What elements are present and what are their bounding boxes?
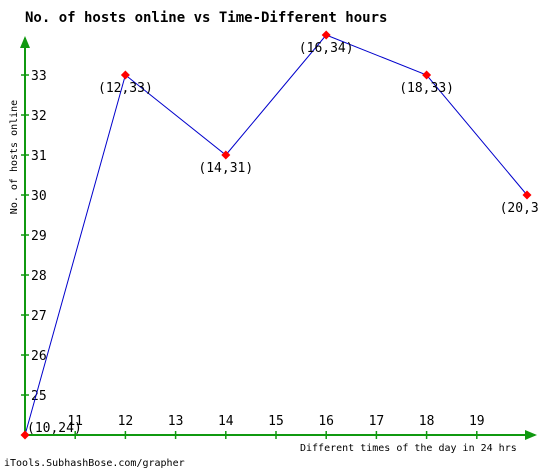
x-tick-label: 14 (218, 414, 234, 429)
y-tick-label: 31 (31, 149, 47, 164)
y-tick-label: 30 (31, 189, 47, 204)
series (20, 30, 532, 440)
x-tick-label: 17 (369, 414, 385, 429)
y-axis-label: No. of hosts online (9, 100, 20, 214)
ticks: 25 26 27 28 29 30 31 32 33 11 12 13 14 15 16 17 18 19 (21, 69, 485, 439)
data-point (321, 30, 331, 40)
point-labels: (10,24) (12,33) (14,31) (16,34) (18,33) (20,3… (27, 41, 538, 436)
x-axis-label: Different times of the day in 24 hrs (300, 443, 517, 454)
y-axis-arrow (20, 36, 30, 48)
data-label: (10,24) (27, 421, 82, 436)
data-label: (20,30) (500, 201, 538, 216)
y-tick-label: 25 (31, 389, 47, 404)
y-tick-label: 26 (31, 349, 47, 364)
chart-title: No. of hosts online vs Time-Different ho… (25, 10, 387, 26)
y-tick-label: 28 (31, 269, 47, 284)
series-line (24, 34, 528, 436)
axes (20, 36, 537, 440)
x-tick-label: 15 (268, 414, 284, 429)
y-tick-label: 29 (31, 229, 47, 244)
data-label: (12,33) (98, 81, 153, 96)
x-tick-label: 11 (67, 414, 83, 429)
data-point (20, 430, 30, 440)
x-tick-label: 18 (419, 414, 435, 429)
data-point (221, 150, 231, 160)
y-tick-label: 27 (31, 309, 47, 324)
x-tick-label: 19 (469, 414, 485, 429)
credit-text: iTools.SubhashBose.com/grapher (4, 458, 185, 469)
y-tick-label: 33 (31, 69, 47, 84)
x-tick-label: 12 (118, 414, 134, 429)
data-point (522, 190, 532, 200)
data-point (120, 70, 130, 80)
x-tick-label: 16 (318, 414, 334, 429)
data-label: (18,33) (399, 81, 454, 96)
data-label: (16,34) (299, 41, 354, 56)
y-tick-label: 32 (31, 109, 47, 124)
x-axis-arrow (525, 430, 537, 440)
data-label: (14,31) (198, 161, 253, 176)
x-tick-label: 13 (168, 414, 184, 429)
data-point (422, 70, 432, 80)
